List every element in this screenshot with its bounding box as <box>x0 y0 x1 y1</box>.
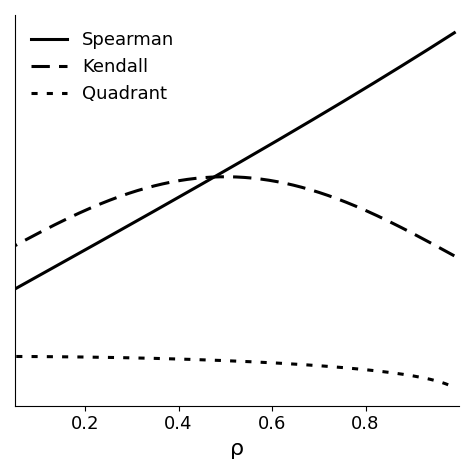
X-axis label: ρ: ρ <box>230 439 244 459</box>
Legend: Spearman, Kendall, Quadrant: Spearman, Kendall, Quadrant <box>24 24 181 110</box>
